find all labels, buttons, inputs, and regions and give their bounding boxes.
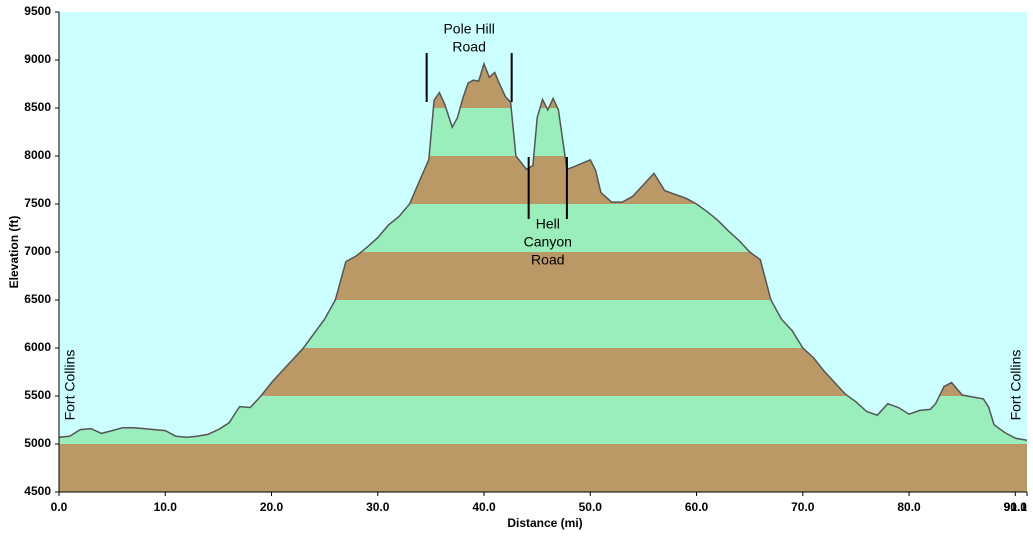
y-axis-label: Elevation (ft) — [7, 216, 21, 289]
x-tick-label: 30.0 — [366, 500, 390, 514]
x-tick-label: 91.1 — [1004, 500, 1028, 514]
y-tick-label: 5500 — [24, 388, 51, 402]
y-tick-label: 6000 — [24, 340, 51, 354]
end-label: Fort Collins — [62, 350, 78, 421]
y-tick-label: 8500 — [24, 100, 51, 114]
x-tick-label: 80.0 — [897, 500, 921, 514]
x-tick-label: 90.0 — [1004, 500, 1028, 514]
x-tick-label: 40.0 — [472, 500, 496, 514]
x-tick-label: 60.0 — [685, 500, 709, 514]
elevation-band — [59, 444, 1027, 492]
y-tick-label: 8000 — [24, 148, 51, 162]
profile-line — [58, 61, 1028, 441]
y-tick-label: 7500 — [24, 196, 51, 210]
y-tick-label: 9000 — [24, 52, 51, 66]
annotation-text: Pole Hill — [443, 21, 494, 37]
x-tick-label: 20.0 — [260, 500, 284, 514]
annotation-text: Road — [452, 39, 485, 55]
x-tick-label: 0.0 — [51, 500, 68, 514]
annotation-text: Canyon — [524, 234, 572, 250]
y-tick-label: 7000 — [24, 244, 51, 258]
y-tick-label: 4500 — [24, 484, 51, 498]
y-tick-label: 6500 — [24, 292, 51, 306]
annotation-text: Hell — [536, 216, 560, 232]
annotation-text: Road — [531, 252, 564, 268]
y-tick-label: 5000 — [24, 436, 51, 450]
y-tick-label: 9500 — [24, 4, 51, 18]
end-label: Fort Collins — [1008, 350, 1024, 421]
x-tick-label: 50.0 — [579, 500, 603, 514]
x-tick-label: 10.0 — [154, 500, 178, 514]
x-tick-label: 70.0 — [791, 500, 815, 514]
x-axis-label: Distance (mi) — [507, 516, 582, 530]
